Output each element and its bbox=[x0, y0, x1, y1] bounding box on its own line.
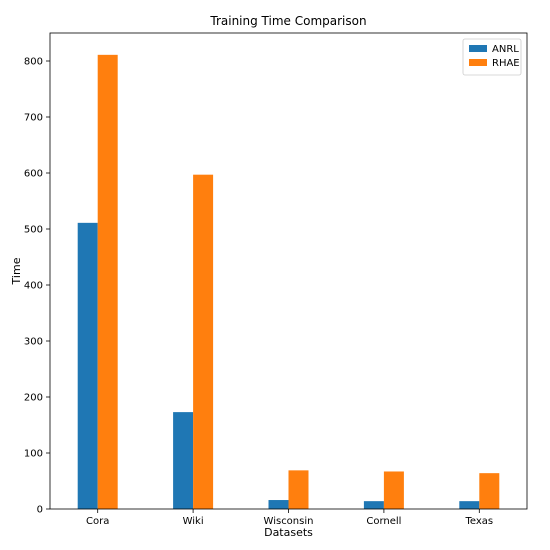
x-tick-label-wisconsin: Wisconsin bbox=[264, 516, 314, 527]
y-tick-label: 800 bbox=[24, 57, 43, 68]
x-axis: Cora Wiki Wisconsin Cornell Texas bbox=[86, 509, 493, 527]
y-tick-label: 600 bbox=[24, 169, 43, 180]
x-axis-title: Datasets bbox=[264, 526, 313, 539]
x-tick-label-texas: Texas bbox=[464, 516, 493, 527]
bar-rhae-wisconsin bbox=[288, 470, 309, 509]
bar-anrl-wisconsin bbox=[268, 500, 289, 509]
bar-rhae-wiki bbox=[193, 174, 214, 509]
bar-anrl-cornell bbox=[363, 501, 384, 509]
y-tick-label: 500 bbox=[24, 225, 43, 236]
bar-anrl-cora bbox=[77, 222, 98, 509]
legend-swatch-anrl bbox=[469, 45, 487, 52]
x-tick-label-wiki: Wiki bbox=[183, 516, 204, 527]
y-tick-label: 100 bbox=[24, 449, 43, 460]
y-tick-label: 0 bbox=[37, 505, 43, 516]
bar-anrl-texas bbox=[459, 501, 480, 509]
bar-anrl-wiki bbox=[173, 412, 194, 509]
bar-rhae-cora bbox=[97, 54, 118, 510]
bars-layer bbox=[77, 54, 500, 510]
y-tick-label: 400 bbox=[24, 281, 43, 292]
bar-rhae-texas bbox=[479, 473, 500, 509]
x-tick-label-cora: Cora bbox=[86, 516, 109, 527]
y-tick-label: 700 bbox=[24, 113, 43, 124]
legend-swatch-rhae bbox=[469, 59, 487, 66]
legend-label-rhae: RHAE bbox=[492, 58, 520, 69]
legend-label-anrl: ANRL bbox=[492, 44, 519, 55]
legend: ANRL RHAE bbox=[462, 38, 522, 76]
y-axis-title: Time bbox=[10, 257, 23, 285]
y-tick-label: 300 bbox=[24, 337, 43, 348]
y-tick-label: 200 bbox=[24, 393, 43, 404]
chart-title: Training Time Comparison bbox=[209, 14, 366, 28]
x-tick-label-cornell: Cornell bbox=[366, 516, 401, 527]
y-axis: 0 100 200 300 400 500 600 700 800 bbox=[24, 57, 50, 516]
bar-rhae-cornell bbox=[383, 471, 404, 509]
